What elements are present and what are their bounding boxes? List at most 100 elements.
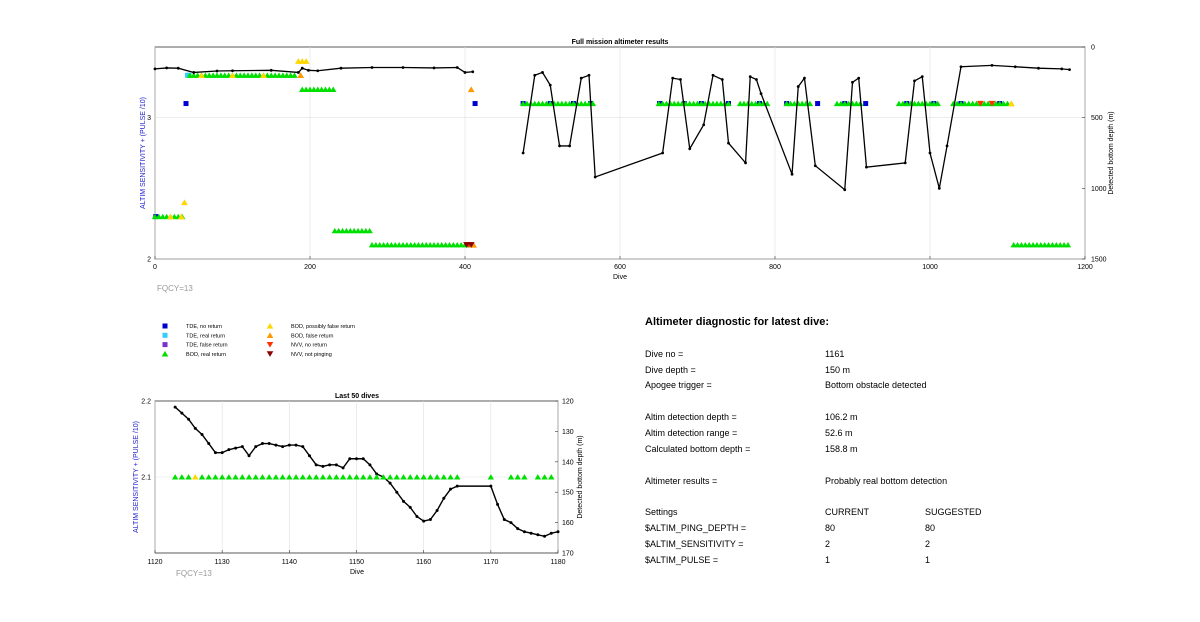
depth-point	[790, 172, 794, 176]
bod-marker	[181, 199, 188, 206]
bod-marker	[297, 72, 305, 78]
depth-point	[556, 530, 560, 534]
depth-point	[153, 67, 157, 71]
depth-point	[415, 515, 419, 519]
bod-marker	[413, 474, 421, 480]
legend-label: TDE, real return	[186, 333, 225, 339]
diag-value: 150 m	[825, 365, 851, 375]
tde-marker	[863, 101, 869, 107]
depth-point	[435, 508, 439, 512]
main-x-axis-label: Dive	[613, 274, 627, 281]
depth-point	[1068, 68, 1071, 72]
diag-label: Apogee trigger =	[645, 380, 712, 390]
depth-point	[213, 451, 217, 455]
depth-point	[321, 464, 325, 468]
bod-marker	[427, 474, 434, 480]
depth-point	[432, 66, 436, 70]
depth-point	[269, 68, 273, 72]
depth-point	[187, 417, 191, 421]
depth-point	[913, 79, 916, 83]
settings-header-suggested: SUGGESTED	[925, 507, 982, 517]
depth-point	[536, 533, 540, 537]
depth-point	[301, 445, 305, 449]
bod-marker	[265, 474, 273, 480]
depth-point	[727, 141, 730, 145]
diag-value: 106.2 m	[825, 412, 858, 422]
depth-point	[471, 70, 475, 74]
bod-marker	[373, 474, 380, 480]
bod-real-marker	[291, 72, 298, 78]
depth-point	[442, 496, 446, 500]
legend-label: NVV, not pinging	[291, 352, 332, 358]
depth-point	[240, 445, 244, 449]
y-tick-label-right: 1500	[1091, 257, 1107, 264]
bod-marker	[366, 474, 374, 480]
depth-point	[296, 71, 300, 74]
bod-marker	[306, 474, 313, 480]
bod-marker	[467, 86, 475, 93]
bod-marker	[286, 474, 293, 480]
depth-point	[254, 445, 258, 449]
bod-marker	[192, 474, 199, 480]
depth-point	[928, 151, 932, 155]
bod-marker	[454, 474, 461, 480]
bod-marker	[360, 474, 367, 480]
legend: TDE, no return TDE, real return TDE, false…	[161, 323, 355, 358]
small-chart-title: Last 50 dives	[335, 393, 379, 400]
bod-marker	[339, 474, 347, 480]
bod-marker	[239, 474, 246, 480]
diag-label: Altim detection depth =	[645, 412, 737, 422]
bod-marker	[185, 474, 192, 480]
legend-label: TDE, false return	[186, 343, 228, 349]
bod-marker	[225, 474, 233, 480]
main-chart: Full mission altimeter results 0 200 400 60…	[140, 39, 1115, 293]
y-tick-label-left: 2.1	[141, 475, 151, 482]
y-tick-label-right: 160	[562, 520, 574, 527]
depth-point	[549, 531, 553, 535]
depth-point	[395, 490, 399, 494]
depth-point	[748, 75, 752, 79]
x-tick-label: 1170	[483, 559, 498, 566]
bod-marker	[420, 474, 427, 480]
depth-point	[521, 151, 525, 155]
tde-marker	[472, 101, 478, 107]
depth-point	[522, 530, 526, 534]
depth-point	[455, 66, 459, 69]
bod-marker	[302, 58, 310, 64]
legend-marker	[266, 323, 274, 329]
legend-marker	[162, 342, 168, 348]
legend-marker	[161, 350, 169, 357]
depth-point	[375, 472, 379, 476]
depth-point	[533, 73, 537, 77]
depth-point	[334, 463, 338, 467]
bod-marker	[245, 474, 253, 480]
bod-marker	[380, 474, 387, 480]
x-tick-label: 1120	[147, 559, 162, 566]
depth-point	[227, 448, 231, 452]
main-chart-title: Full mission altimeter results	[572, 39, 669, 46]
depth-point	[865, 165, 868, 169]
depth-point	[711, 73, 715, 77]
bod-marker	[534, 474, 542, 480]
depth-point	[408, 505, 412, 509]
x-tick-label: 0	[153, 264, 157, 271]
bod-marker	[279, 474, 286, 480]
depth-point	[192, 71, 196, 74]
setting-suggested: 1	[925, 555, 931, 565]
depth-point	[307, 454, 311, 458]
depth-point	[316, 69, 320, 73]
bod-marker	[433, 474, 441, 480]
small-chart: Last 50 dives 1120 1130 1140 1150 1160 1170 11…	[133, 393, 584, 578]
setting-current: 1	[825, 555, 831, 565]
bod-marker	[177, 213, 185, 220]
settings-header-current: CURRENT	[825, 507, 869, 517]
small-y-ticks-right: 120 130 140 150 160 170	[555, 399, 574, 558]
diag-label: Dive no =	[645, 349, 684, 359]
legend-marker	[162, 323, 168, 329]
depth-line-early	[154, 66, 473, 74]
depth-point	[568, 144, 572, 148]
bod-marker	[252, 474, 259, 480]
bod-marker	[393, 474, 400, 480]
main-y-axis-label-left: ALTIM SENSITIVITY + (PULSE /10)	[140, 97, 147, 209]
depth-point	[496, 502, 500, 506]
